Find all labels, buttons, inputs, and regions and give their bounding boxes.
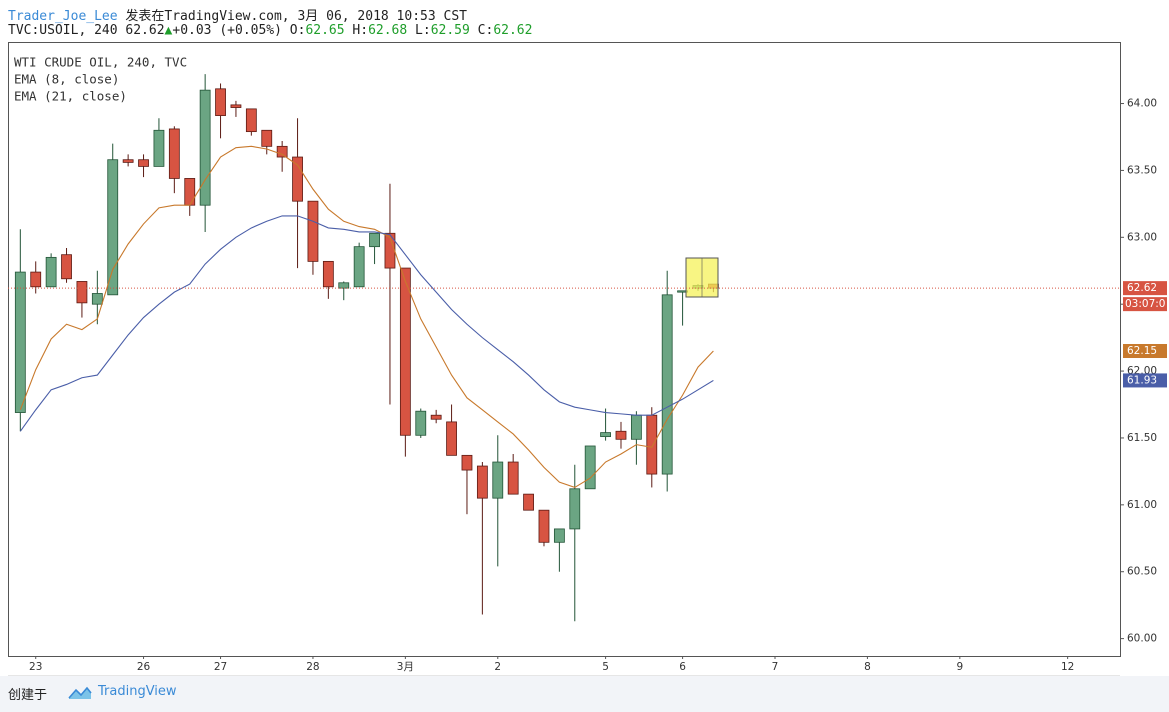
ohlc-label: H:: [352, 23, 369, 38]
candle-body: [507, 461, 519, 495]
last-price-tag-bg: [1123, 281, 1167, 296]
candle-body: [230, 104, 242, 108]
created-by: 创建于: [8, 688, 48, 703]
y-tick-label: 63.00: [1127, 231, 1157, 243]
y-tick-label: 63.50: [1127, 164, 1157, 176]
candle-body: [276, 145, 288, 158]
brand-logo: [68, 686, 92, 699]
brand[interactable]: TradingView: [98, 684, 177, 699]
candle-body: [584, 445, 596, 490]
candle-body: [14, 271, 26, 413]
ohlc-value: 62.59: [430, 23, 470, 38]
x-tick-label: 9: [956, 661, 963, 673]
candle-body: [322, 260, 334, 288]
candle-body: [615, 430, 627, 440]
candle-body: [523, 493, 534, 511]
candle-body: [168, 128, 180, 179]
candle-body: [492, 461, 504, 499]
candle-body: [61, 254, 72, 280]
x-tick-label: 3月: [397, 661, 414, 673]
x-tick-label: 2: [494, 661, 501, 673]
author[interactable]: Trader_Joe_Lee: [8, 9, 118, 24]
candle-body: [122, 159, 134, 163]
legend-instrument: WTI CRUDE OIL, 240, TVC: [14, 55, 187, 70]
candle-body: [338, 282, 350, 289]
countdown-bg: [1123, 297, 1167, 312]
candle-body: [538, 509, 550, 543]
ohlc-label: C:: [477, 23, 494, 38]
candle-body: [415, 410, 427, 436]
candle-body: [446, 421, 457, 456]
x-tick-label: 23: [29, 661, 42, 673]
x-tick-label: 6: [679, 661, 686, 673]
x-tick-label: 26: [137, 661, 151, 673]
arrow: ▲: [164, 23, 173, 38]
x-tick-label: 8: [864, 661, 871, 673]
x-tick-label: 12: [1061, 661, 1074, 673]
candle-body: [630, 414, 642, 440]
candle-body: [399, 267, 411, 436]
ema-line: [19, 215, 714, 432]
candle-body: [307, 200, 319, 262]
x-tick-label: 28: [306, 661, 319, 673]
candle-body: [153, 129, 165, 167]
candle-body: [553, 528, 565, 543]
candle-body: [461, 454, 473, 471]
legend-ema21: EMA (21, close): [14, 89, 127, 104]
candle-body: [646, 414, 658, 475]
candle-body: [245, 108, 257, 133]
candle-body: [430, 414, 442, 420]
chart: WTI CRUDE OIL, 240, TVC EMA (8, close) E…: [8, 42, 1167, 676]
ohlc-value: 62.65: [305, 23, 345, 38]
footer: 创建于 TradingView: [0, 676, 1169, 712]
candle-body: [661, 294, 673, 475]
countdown: 03:07:0: [1125, 298, 1165, 310]
candle-body: [292, 156, 303, 202]
plot: [14, 74, 719, 622]
y-tick-label: 64.00: [1127, 98, 1157, 110]
ohlc-value: 62.68: [368, 23, 408, 38]
candle-body: [600, 432, 611, 438]
candle-body: [569, 488, 581, 530]
candle-body: [138, 159, 149, 167]
ema-tag: 61.93: [1127, 374, 1157, 386]
candle-body: [199, 89, 211, 206]
candle-body: [369, 232, 380, 248]
candle-body: [261, 129, 273, 147]
candle-body: [353, 246, 365, 288]
header-line-2: TVC:USOIL, 240 62.62▲+0.03 (+0.05%) O:62…: [8, 23, 532, 38]
ohlc-value: 62.62: [493, 23, 533, 38]
legend-ema8: EMA (8, close): [14, 72, 119, 87]
plot-frame: [8, 42, 1121, 657]
symbol: TVC:USOIL, 240 62.62: [8, 23, 165, 38]
change: +0.03 (+0.05%): [172, 23, 282, 38]
published: 发表在TradingView.com, 3月 06, 2018 10:53 CS…: [125, 9, 467, 24]
y-tick-label: 60.00: [1127, 633, 1157, 645]
y-tick-label: 61.50: [1127, 432, 1157, 444]
candle-body: [30, 271, 42, 288]
x-tick-label: 7: [772, 661, 779, 673]
ohlc-label: O:: [289, 23, 306, 38]
ohlc-label: L:: [415, 23, 431, 38]
ema-tag-bg: [1123, 373, 1167, 388]
x-tick-label: 5: [602, 661, 609, 673]
ema-line: [19, 145, 714, 489]
y-tick-label: 61.00: [1127, 499, 1157, 511]
candle-body: [476, 465, 488, 499]
y-tick-label: 60.50: [1127, 566, 1157, 578]
candle-body: [45, 256, 57, 288]
candle-body: [184, 178, 196, 206]
x-tick-label: 27: [214, 661, 227, 673]
candle-body: [91, 293, 103, 305]
ema-tag-bg: [1123, 344, 1167, 359]
header-line-1: Trader_Joe_Lee 发表在TradingView.com, 3月 06…: [8, 5, 467, 24]
last-price-tag: 62.62: [1127, 282, 1157, 294]
ema-tag: 62.15: [1127, 345, 1157, 357]
candle-body: [107, 159, 119, 296]
candle-body: [215, 88, 226, 116]
candle-body: [76, 281, 88, 304]
